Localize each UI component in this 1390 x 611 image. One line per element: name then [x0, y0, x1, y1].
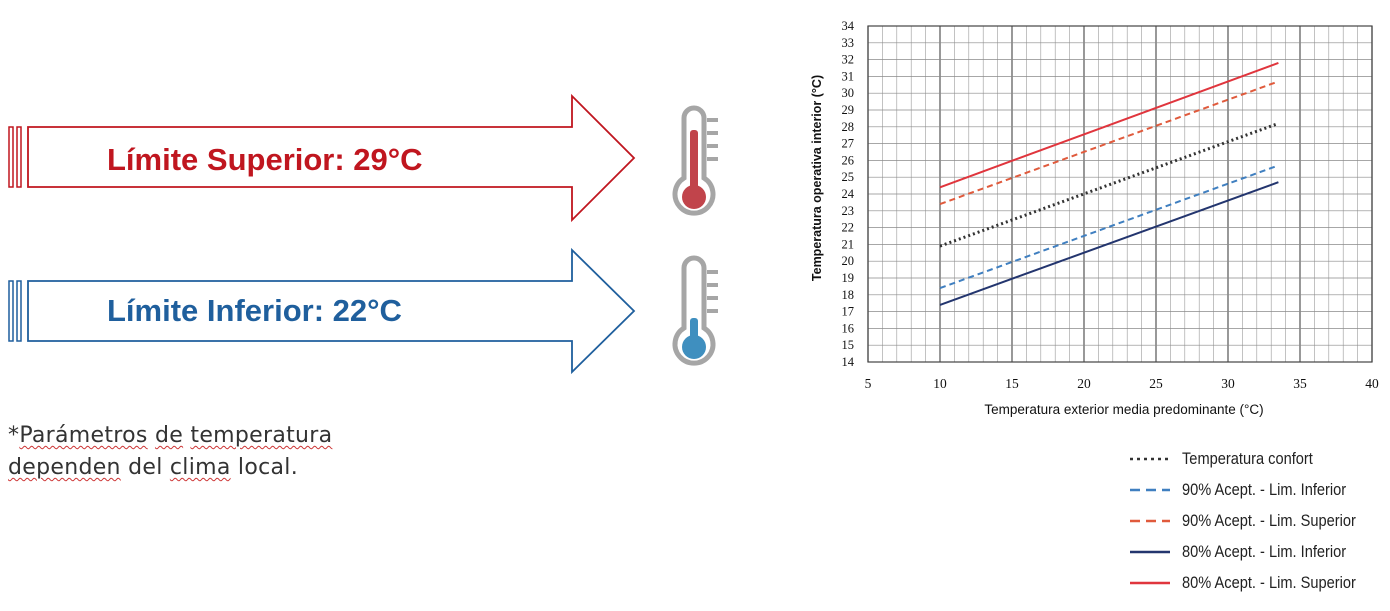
note-text: local. — [230, 455, 298, 480]
y-tick-label: 34 — [842, 19, 855, 33]
note-line-2: dependen del clima local. — [8, 452, 332, 484]
upper-limit-label: Límite Superior: 29°C — [107, 142, 423, 177]
x-tick-label: 30 — [1221, 376, 1235, 391]
climate-note: *Parámetros de temperatura dependen del … — [8, 420, 332, 484]
note-text: del — [120, 455, 170, 480]
legend-swatch — [1130, 581, 1170, 585]
x-tick-label: 25 — [1149, 376, 1163, 391]
series-line — [939, 62, 1279, 189]
y-tick-label: 33 — [842, 36, 855, 50]
legend-item: 80% Acept. - Lim. Inferior — [1130, 539, 1380, 570]
lower-limit-arrow-icon — [8, 247, 636, 375]
x-tick-label: 5 — [865, 376, 872, 391]
y-tick-label: 20 — [842, 254, 855, 268]
legend-label: 80% Acept. - Lim. Inferior — [1182, 542, 1347, 561]
y-tick-label: 25 — [842, 170, 855, 184]
y-tick-label: 28 — [842, 120, 855, 134]
y-tick-label: 15 — [842, 338, 855, 352]
note-space — [148, 423, 155, 448]
x-tick-label: 35 — [1293, 376, 1307, 391]
y-tick-label: 19 — [842, 271, 855, 285]
x-tick-label: 20 — [1077, 376, 1091, 391]
legend-label: 90% Acept. - Lim. Inferior — [1182, 480, 1347, 499]
note-word: dependen — [8, 455, 121, 480]
y-tick-label: 16 — [842, 321, 855, 335]
legend-label: 90% Acept. - Lim. Superior — [1182, 511, 1356, 530]
thermometer-hot-icon — [672, 105, 718, 216]
y-tick-label: 18 — [842, 288, 855, 302]
x-axis-label: Temperatura exterior media predominante … — [984, 402, 1263, 417]
legend-swatch — [1130, 519, 1170, 523]
x-tick-label: 10 — [933, 376, 947, 391]
note-word: Parámetros — [19, 423, 148, 448]
thermometer-cold-icon — [672, 255, 718, 366]
comfort-chart: 14 15 16 17 18 19 20 21 22 23 24 25 26 27 28 29 30 31 32 33… — [790, 10, 1390, 426]
legend-item: Temperatura confort — [1130, 446, 1380, 477]
note-word: clima — [169, 455, 231, 480]
y-tick-label: 30 — [842, 86, 855, 100]
y-axis-label: Temperatura operativa interior (°C) — [810, 75, 824, 281]
y-tick-label: 27 — [842, 137, 855, 151]
legend-swatch — [1130, 550, 1170, 554]
y-tick-label: 22 — [842, 221, 855, 235]
y-tick-label: 14 — [842, 355, 855, 369]
lower-limit-label: Límite Inferior: 22°C — [107, 293, 402, 328]
y-tick-label: 21 — [842, 237, 855, 251]
note-asterisk: * — [8, 423, 20, 448]
limits-illustration — [8, 93, 718, 375]
y-tick-label: 31 — [842, 69, 855, 83]
upper-limit-arrow-icon — [8, 93, 636, 223]
legend-label: Temperatura confort — [1182, 449, 1313, 468]
chart-background — [790, 10, 1390, 426]
legend-item: 80% Acept. - Lim. Superior — [1130, 570, 1380, 601]
legend-item: 90% Acept. - Lim. Inferior — [1130, 477, 1380, 508]
y-tick-label: 29 — [842, 103, 855, 117]
y-tick-label: 32 — [842, 53, 855, 67]
series-line — [939, 181, 1279, 306]
legend-label: 80% Acept. - Lim. Superior — [1182, 573, 1356, 592]
y-tick-label: 17 — [842, 305, 855, 319]
y-tick-label: 26 — [842, 153, 855, 167]
comfort-chart-svg: 14 15 16 17 18 19 20 21 22 23 24 25 26 27 28 29 30 31 32 33… — [790, 10, 1390, 426]
x-tick-label: 15 — [1005, 376, 1019, 391]
legend-swatch — [1130, 457, 1170, 461]
plot-border — [867, 25, 1373, 363]
y-tick-label: 24 — [842, 187, 855, 201]
chart-legend: Temperatura confort 90% Acept. - Lim. Inf… — [1130, 446, 1380, 601]
legend-item: 90% Acept. - Lim. Superior — [1130, 508, 1380, 539]
note-word: temperatura — [190, 423, 333, 448]
y-tick-label: 23 — [842, 204, 855, 218]
x-tick-label: 40 — [1365, 376, 1379, 391]
note-word: de — [154, 423, 184, 448]
legend-swatch — [1130, 488, 1170, 492]
note-line-1: *Parámetros de temperatura — [8, 420, 332, 452]
